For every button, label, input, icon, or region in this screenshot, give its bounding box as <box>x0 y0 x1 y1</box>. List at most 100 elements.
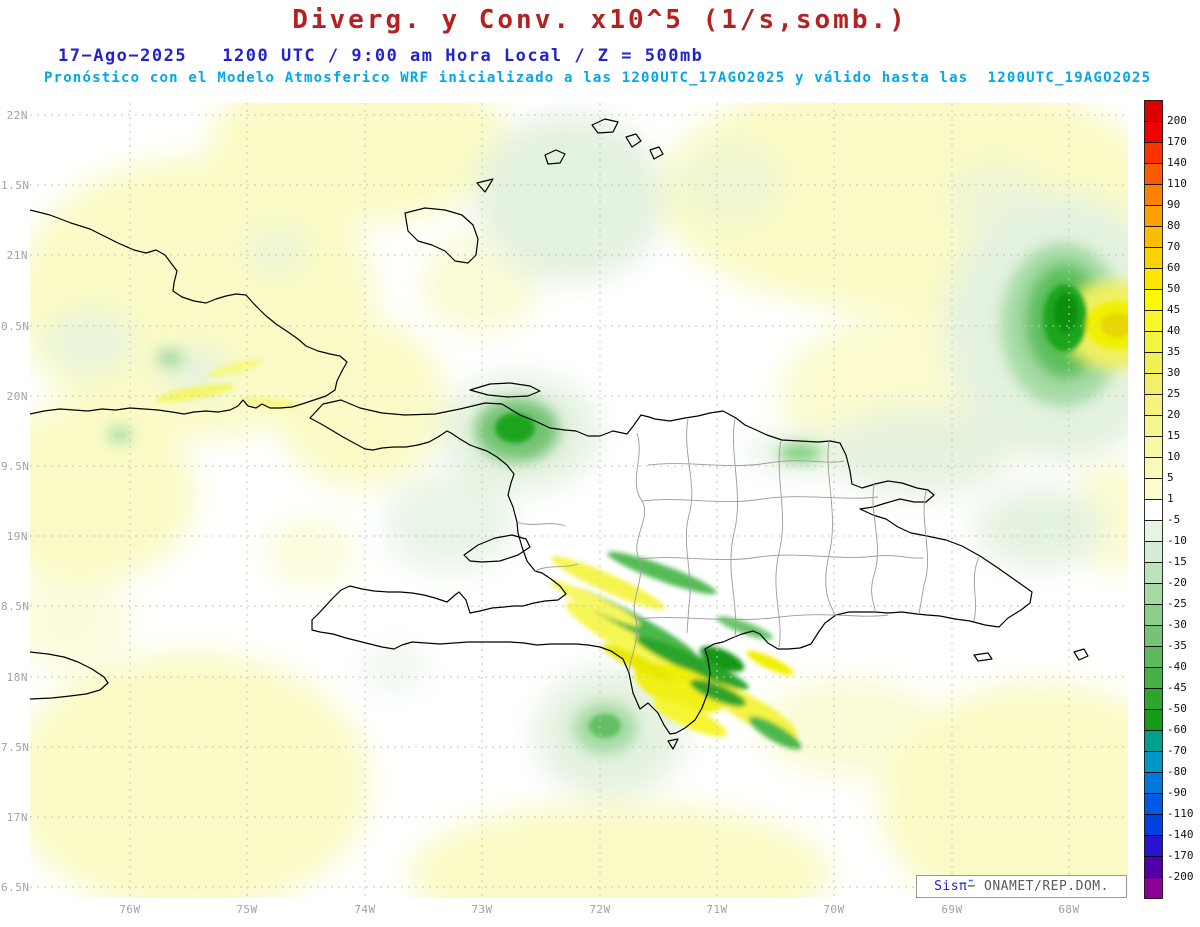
colorbar-cell <box>1144 100 1163 122</box>
y-axis-label: 20N <box>6 390 28 403</box>
colorbar-level-label: -200 <box>1167 870 1194 883</box>
contour-fill-layer <box>30 103 1128 898</box>
colorbar-cell <box>1144 667 1163 689</box>
colorbar-level-label: 35 <box>1167 345 1181 358</box>
colorbar <box>1144 100 1163 899</box>
jamaica-coastline <box>30 651 109 700</box>
colorbar-cell <box>1144 835 1163 857</box>
colorbar-level-label: -140 <box>1167 828 1194 841</box>
attribution-separator: − <box>967 879 985 894</box>
colorbar-cell <box>1144 772 1163 794</box>
colorbar-level-label: -5 <box>1167 513 1181 526</box>
y-axis-label: 9.5N <box>1 460 30 473</box>
colorbar-level-label: 70 <box>1167 240 1181 253</box>
colorbar-cell <box>1144 751 1163 773</box>
colorbar-level-label: -170 <box>1167 849 1194 862</box>
province-borders-layer <box>516 417 980 673</box>
colorbar-cell <box>1144 394 1163 416</box>
colorbar-cell <box>1144 142 1163 164</box>
colorbar-cell <box>1144 184 1163 206</box>
broad-shading <box>30 103 1128 898</box>
y-axis-label: 22N <box>6 109 28 122</box>
colorbar-cell <box>1144 583 1163 605</box>
colorbar-level-label: 200 <box>1167 114 1187 127</box>
page-title: Diverg. y Conv. x10^5 (1/s,somb.) <box>292 5 908 35</box>
colorbar-cell <box>1144 499 1163 521</box>
colorbar-cell <box>1144 247 1163 269</box>
attribution-box: Sisπ̃ − ONAMET/REP.DOM. <box>916 875 1127 898</box>
colorbar-level-label: 50 <box>1167 282 1181 295</box>
colorbar-cell <box>1144 331 1163 353</box>
colorbar-level-label: 30 <box>1167 366 1181 379</box>
islands <box>404 118 1089 750</box>
colorbar-cell <box>1144 373 1163 395</box>
colorbar-cell <box>1144 562 1163 584</box>
colorbar-level-label: 40 <box>1167 324 1181 337</box>
colorbar-level-label: -20 <box>1167 576 1187 589</box>
colorbar-cell <box>1144 877 1163 899</box>
colorbar-level-label: -35 <box>1167 639 1187 652</box>
map-canvas <box>30 103 1128 898</box>
colorbar-level-label: -50 <box>1167 702 1187 715</box>
colorbar-cell <box>1144 793 1163 815</box>
colorbar-cell <box>1144 604 1163 626</box>
colorbar-cell <box>1144 709 1163 731</box>
colorbar-cell <box>1144 688 1163 710</box>
colorbar-level-label: 110 <box>1167 177 1187 190</box>
colorbar-cell <box>1144 541 1163 563</box>
colorbar-cell <box>1144 163 1163 185</box>
core-shading <box>155 284 1128 750</box>
x-axis-label: 69W <box>941 903 963 916</box>
x-axis-label: 73W <box>471 903 493 916</box>
colorbar-cell <box>1144 121 1163 143</box>
x-axis-label: 76W <box>119 903 141 916</box>
colorbar-level-label: 25 <box>1167 387 1181 400</box>
colorbar-level-label: -90 <box>1167 786 1187 799</box>
graticule <box>30 103 1128 898</box>
colorbar-level-label: -25 <box>1167 597 1187 610</box>
cuba-coastline <box>30 209 348 415</box>
x-axis-label: 72W <box>589 903 611 916</box>
x-axis-label: 70W <box>823 903 845 916</box>
colorbar-level-label: 60 <box>1167 261 1181 274</box>
colorbar-level-label: -40 <box>1167 660 1187 673</box>
x-axis-label: 68W <box>1058 903 1080 916</box>
colorbar-level-label: -110 <box>1167 807 1194 820</box>
colorbar-level-label: 5 <box>1167 471 1174 484</box>
colorbar-cell <box>1144 646 1163 668</box>
x-axis-label: 71W <box>706 903 728 916</box>
colorbar-cell <box>1144 352 1163 374</box>
colorbar-cell <box>1144 289 1163 311</box>
colorbar-cell <box>1144 205 1163 227</box>
x-axis-label: 75W <box>236 903 258 916</box>
colorbar-level-label: 1 <box>1167 492 1174 505</box>
colorbar-level-label: 15 <box>1167 429 1181 442</box>
y-axis-label: 18N <box>6 671 28 684</box>
y-axis-label: 21N <box>6 249 28 262</box>
colorbar-level-label: 80 <box>1167 219 1181 232</box>
colorbar-level-label: -15 <box>1167 555 1187 568</box>
y-axis-label: 7.5N <box>1 741 30 754</box>
colorbar-cell <box>1144 415 1163 437</box>
y-axis-label: 17N <box>6 811 28 824</box>
colorbar-cell <box>1144 226 1163 248</box>
colorbar-cell <box>1144 814 1163 836</box>
y-axis-label: 1.5N <box>1 179 30 192</box>
colorbar-cell <box>1144 310 1163 332</box>
colorbar-cell <box>1144 625 1163 647</box>
colorbar-cell <box>1144 856 1163 878</box>
y-axis-label: 19N <box>6 530 28 543</box>
x-axis-label: 74W <box>354 903 376 916</box>
colorbar-level-label: 170 <box>1167 135 1187 148</box>
colorbar-level-label: 140 <box>1167 156 1187 169</box>
colorbar-cell <box>1144 730 1163 752</box>
colorbar-level-label: -45 <box>1167 681 1187 694</box>
y-axis-label: 0.5N <box>1 320 30 333</box>
colorbar-level-label: 90 <box>1167 198 1181 211</box>
colorbar-cell <box>1144 268 1163 290</box>
colorbar-level-label: -70 <box>1167 744 1187 757</box>
colorbar-cell <box>1144 436 1163 458</box>
colorbar-level-label: -80 <box>1167 765 1187 778</box>
y-axis-label: 6.5N <box>1 881 30 894</box>
